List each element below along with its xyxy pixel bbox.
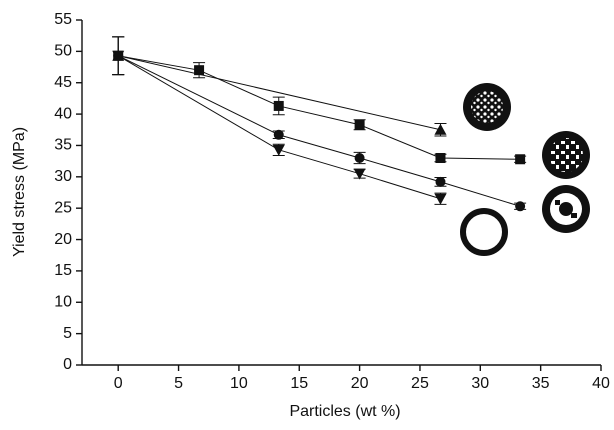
marker	[515, 154, 526, 165]
icon-medium	[542, 131, 590, 179]
y-tick-label: 35	[54, 137, 72, 154]
x-tick-label: 0	[114, 375, 123, 392]
y-tick-label: 0	[63, 356, 72, 373]
y-tick-label: 55	[54, 11, 72, 28]
marker	[194, 65, 205, 76]
marker	[273, 129, 284, 140]
series-line	[117, 55, 521, 207]
y-tick-label: 25	[54, 199, 72, 216]
marker	[272, 144, 285, 156]
marker	[112, 50, 125, 62]
y-tick-label: 10	[54, 293, 72, 310]
y-tick-label: 20	[54, 231, 72, 248]
y-tick-label: 30	[54, 168, 72, 185]
series-line	[118, 55, 441, 131]
series-line	[118, 55, 521, 160]
y-tick-label: 40	[54, 105, 72, 122]
marker	[515, 201, 526, 212]
marker	[353, 168, 366, 180]
marker	[354, 119, 365, 130]
icon-ring	[460, 208, 508, 256]
marker	[434, 193, 447, 205]
y-tick-label: 45	[54, 74, 72, 91]
x-tick-label: 25	[411, 375, 429, 392]
series-line	[117, 55, 441, 200]
marker	[435, 153, 446, 163]
x-tick-label: 20	[351, 375, 369, 392]
x-tick-label: 35	[532, 375, 550, 392]
x-axis-label: Particles (wt %)	[289, 403, 400, 420]
y-tick-label: 50	[54, 43, 72, 60]
x-tick-label: 15	[290, 375, 308, 392]
icon-coarse	[542, 185, 590, 233]
y-tick-label: 15	[54, 262, 72, 279]
x-tick-label: 5	[174, 375, 183, 392]
y-axis-label: Yield stress (MPa)	[11, 127, 28, 257]
marker	[434, 123, 447, 135]
x-tick-label: 40	[592, 375, 610, 392]
y-tick-label: 5	[63, 325, 72, 342]
icon-fine	[463, 83, 511, 131]
x-tick-label: 10	[230, 375, 248, 392]
x-tick-label: 30	[471, 375, 489, 392]
marker	[273, 100, 284, 111]
marker	[435, 176, 446, 187]
marker	[354, 153, 365, 163]
